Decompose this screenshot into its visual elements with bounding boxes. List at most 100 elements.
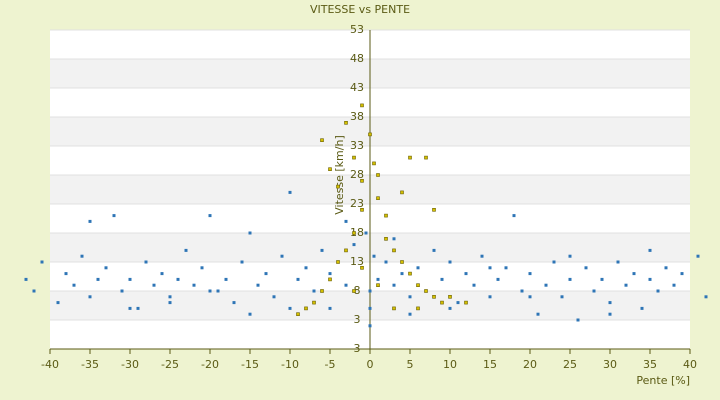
point <box>40 260 44 264</box>
point <box>600 277 604 281</box>
x-tick-label: -25 <box>161 358 179 371</box>
x-tick-label: 15 <box>483 358 497 371</box>
point <box>616 260 620 264</box>
point <box>432 248 436 252</box>
point <box>288 306 292 310</box>
point <box>64 272 68 276</box>
point <box>392 237 396 241</box>
point <box>696 254 700 258</box>
point <box>560 295 564 299</box>
x-tick-label: -15 <box>241 358 259 371</box>
point <box>408 295 412 299</box>
point <box>352 243 356 247</box>
point <box>280 254 284 258</box>
point <box>24 277 28 281</box>
x-tick-label: -20 <box>201 358 219 371</box>
point <box>312 300 316 305</box>
point <box>384 237 388 241</box>
point <box>328 277 332 282</box>
point <box>296 312 300 317</box>
point <box>384 213 388 218</box>
point <box>368 306 372 310</box>
point <box>448 294 452 299</box>
point <box>376 283 380 288</box>
point <box>312 289 316 293</box>
point <box>424 289 428 293</box>
point <box>56 301 60 305</box>
point <box>344 219 348 223</box>
point <box>364 231 368 235</box>
point <box>640 306 644 310</box>
point <box>568 254 572 258</box>
point <box>384 260 388 264</box>
point <box>136 306 140 310</box>
point <box>128 277 132 281</box>
point <box>496 277 500 281</box>
point <box>608 301 612 305</box>
point <box>328 167 332 171</box>
chart-title: VITESSE vs PENTE <box>310 3 410 16</box>
point <box>368 132 372 137</box>
y-tick-label: 18 <box>350 226 364 239</box>
point <box>160 272 164 276</box>
y-tick-label: 53 <box>350 23 364 36</box>
y-tick-label: 28 <box>350 168 364 181</box>
point <box>372 254 376 258</box>
y-tick-label: 33 <box>350 139 364 152</box>
point <box>360 103 364 108</box>
point <box>328 272 332 276</box>
point <box>336 184 340 189</box>
point <box>400 272 404 276</box>
y-tick-label: 43 <box>350 81 364 94</box>
x-tick-label: 10 <box>443 358 457 371</box>
point <box>336 260 340 264</box>
point <box>408 155 412 160</box>
point <box>352 155 356 160</box>
point <box>168 295 172 299</box>
y-tick-label: 13 <box>350 255 364 268</box>
point <box>576 318 580 322</box>
point <box>328 306 332 310</box>
point <box>368 289 372 293</box>
point <box>624 283 628 287</box>
point <box>528 272 532 276</box>
point <box>488 266 492 270</box>
point <box>424 155 428 160</box>
point <box>448 306 452 310</box>
point <box>96 277 100 281</box>
point <box>80 254 84 258</box>
y-tick-label: 3 <box>354 313 361 326</box>
point <box>416 283 420 288</box>
y-tick-label: 8 <box>354 284 361 297</box>
point <box>592 289 596 293</box>
point <box>664 266 668 270</box>
point <box>376 173 380 177</box>
point <box>176 277 180 281</box>
point <box>248 231 252 235</box>
point <box>520 289 524 293</box>
point <box>504 266 508 270</box>
point <box>344 121 348 125</box>
point <box>344 283 348 287</box>
point <box>584 266 588 270</box>
point <box>392 306 396 311</box>
point <box>296 277 300 281</box>
point <box>32 289 36 293</box>
point <box>216 289 220 293</box>
point <box>144 260 148 264</box>
point <box>192 283 196 287</box>
point <box>704 295 708 299</box>
point <box>320 289 324 293</box>
point <box>256 283 260 287</box>
point <box>632 272 636 276</box>
point <box>432 294 436 299</box>
point <box>352 231 356 235</box>
x-tick-label: -5 <box>325 358 336 371</box>
point <box>440 277 444 281</box>
point <box>680 272 684 276</box>
point <box>464 300 468 305</box>
point <box>456 301 460 305</box>
point <box>536 312 540 316</box>
point <box>440 300 444 305</box>
